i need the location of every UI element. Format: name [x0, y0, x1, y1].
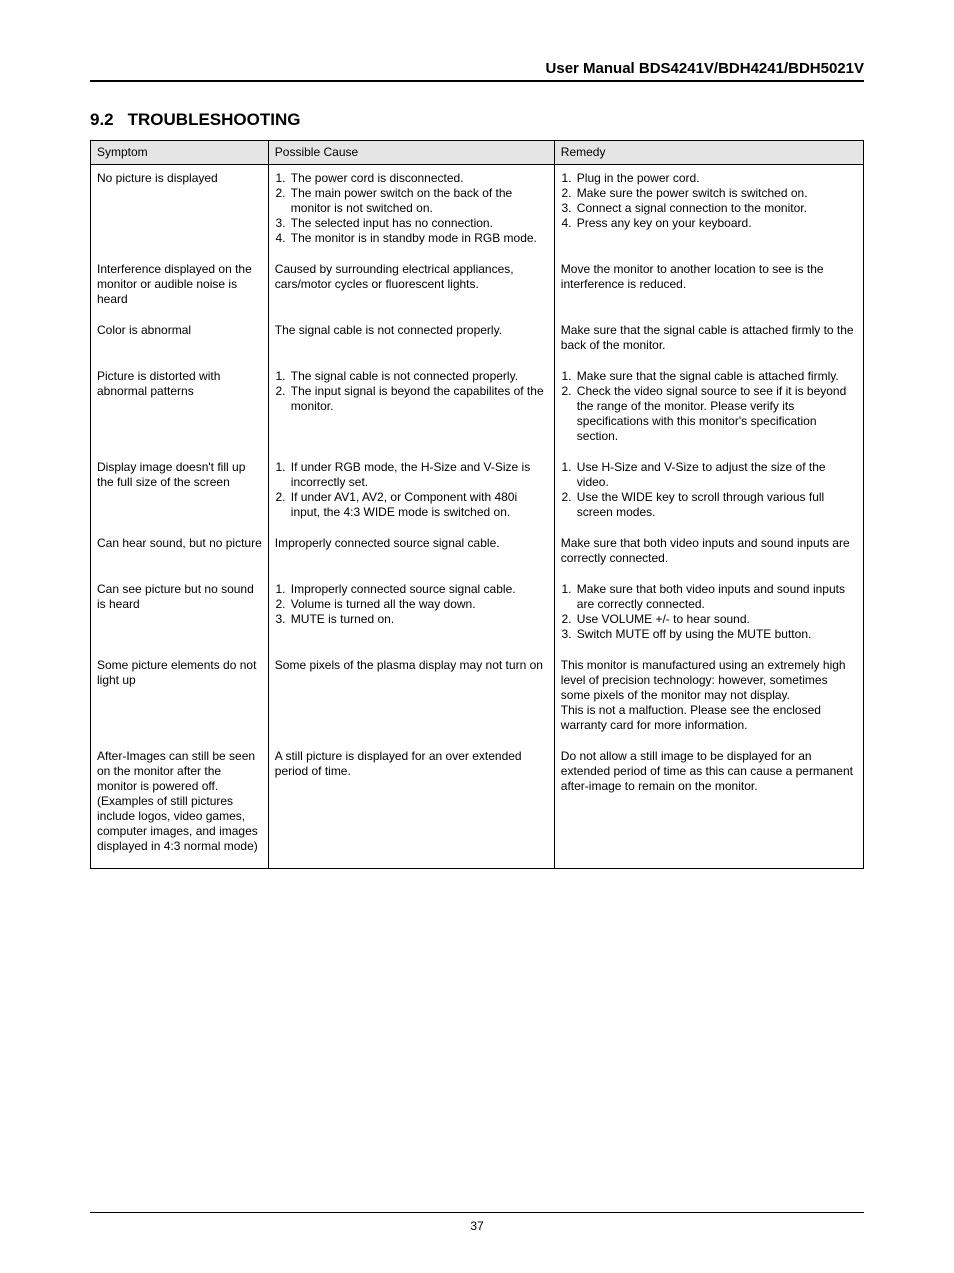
manual-title: User Manual BDS4241V/BDH4241/BDH5021V: [90, 60, 864, 77]
cell-symptom: After-Images can still be seen on the mo…: [91, 737, 269, 869]
table-header-row: Symptom Possible Cause Remedy: [91, 141, 864, 165]
list-item: The power cord is disconnected.: [289, 171, 548, 186]
list-item: The signal cable is not connected proper…: [289, 369, 548, 384]
header-symptom: Symptom: [91, 141, 269, 165]
cell-cause: Improperly connected source signal cable…: [268, 570, 554, 646]
cell-remedy: This monitor is manufactured using an ex…: [554, 646, 863, 737]
list-item: Make sure that both video inputs and sou…: [575, 582, 857, 612]
list-item: Connect a signal connection to the monit…: [575, 201, 857, 216]
table-row: Some picture elements do not light upSom…: [91, 646, 864, 737]
list-item: The monitor is in standby mode in RGB mo…: [289, 231, 548, 246]
cell-remedy: Make sure that the signal cable is attac…: [554, 357, 863, 448]
cell-symptom: Can see picture but no sound is heard: [91, 570, 269, 646]
section-heading: 9.2 TROUBLESHOOTING: [90, 110, 864, 130]
page-footer: 37: [90, 1212, 864, 1233]
cell-symptom: No picture is displayed: [91, 165, 269, 251]
table-body: No picture is displayedThe power cord is…: [91, 165, 864, 869]
list-item: Switch MUTE off by using the MUTE button…: [575, 627, 857, 642]
section-number: 9.2: [90, 110, 114, 130]
list-item: Plug in the power cord.: [575, 171, 857, 186]
cell-symptom: Interference displayed on the monitor or…: [91, 250, 269, 311]
cell-remedy: Make sure that the signal cable is attac…: [554, 311, 863, 357]
list-item: Use VOLUME +/- to hear sound.: [575, 612, 857, 627]
cell-remedy: Move the monitor to another location to …: [554, 250, 863, 311]
cell-remedy: Make sure that both video inputs and sou…: [554, 570, 863, 646]
cell-symptom: Display image doesn't fill up the full s…: [91, 448, 269, 524]
list-item: If under RGB mode, the H-Size and V-Size…: [289, 460, 548, 490]
table-row: No picture is displayedThe power cord is…: [91, 165, 864, 251]
page-header: User Manual BDS4241V/BDH4241/BDH5021V: [90, 60, 864, 82]
list-item: Make sure the power switch is switched o…: [575, 186, 857, 201]
troubleshooting-table: Symptom Possible Cause Remedy No picture…: [90, 140, 864, 869]
list-item: Use H-Size and V-Size to adjust the size…: [575, 460, 857, 490]
cell-cause: The signal cable is not connected proper…: [268, 357, 554, 448]
list-item: Check the video signal source to see if …: [575, 384, 857, 444]
cell-cause: Some pixels of the plasma display may no…: [268, 646, 554, 737]
cell-cause: Caused by surrounding electrical applian…: [268, 250, 554, 311]
cell-symptom: Picture is distorted with abnormal patte…: [91, 357, 269, 448]
section-title: TROUBLESHOOTING: [128, 110, 301, 129]
cell-cause: A still picture is displayed for an over…: [268, 737, 554, 869]
header-remedy: Remedy: [554, 141, 863, 165]
page-number: 37: [470, 1219, 483, 1233]
header-cause: Possible Cause: [268, 141, 554, 165]
table-row: Can see picture but no sound is heard Imp…: [91, 570, 864, 646]
list-item: The main power switch on the back of the…: [289, 186, 548, 216]
cell-remedy: Make sure that both video inputs and sou…: [554, 524, 863, 570]
cell-symptom: Can hear sound, but no picture: [91, 524, 269, 570]
cell-cause: The signal cable is not connected proper…: [268, 311, 554, 357]
cell-symptom: Color is abnormal: [91, 311, 269, 357]
table-row: Can hear sound, but no pictureImproperly…: [91, 524, 864, 570]
table-row: After-Images can still be seen on the mo…: [91, 737, 864, 869]
list-item: Press any key on your keyboard.: [575, 216, 857, 231]
cell-cause: If under RGB mode, the H-Size and V-Size…: [268, 448, 554, 524]
list-item: Volume is turned all the way down.: [289, 597, 548, 612]
table-row: Interference displayed on the monitor or…: [91, 250, 864, 311]
list-item: The input signal is beyond the capabilit…: [289, 384, 548, 414]
page-container: User Manual BDS4241V/BDH4241/BDH5021V 9.…: [0, 0, 954, 1273]
cell-cause: Improperly connected source signal cable…: [268, 524, 554, 570]
list-item: Improperly connected source signal cable…: [289, 582, 548, 597]
list-item: The selected input has no connection.: [289, 216, 548, 231]
cell-remedy: Do not allow a still image to be display…: [554, 737, 863, 869]
cell-remedy: Use H-Size and V-Size to adjust the size…: [554, 448, 863, 524]
table-row: Color is abnormalThe signal cable is not…: [91, 311, 864, 357]
list-item: Use the WIDE key to scroll through vario…: [575, 490, 857, 520]
cell-remedy: Plug in the power cord.Make sure the pow…: [554, 165, 863, 251]
cell-cause: The power cord is disconnected.The main …: [268, 165, 554, 251]
cell-symptom: Some picture elements do not light up: [91, 646, 269, 737]
list-item: If under AV1, AV2, or Component with 480…: [289, 490, 548, 520]
table-row: Picture is distorted with abnormal patte…: [91, 357, 864, 448]
table-row: Display image doesn't fill up the full s…: [91, 448, 864, 524]
list-item: Make sure that the signal cable is attac…: [575, 369, 857, 384]
list-item: MUTE is turned on.: [289, 612, 548, 627]
